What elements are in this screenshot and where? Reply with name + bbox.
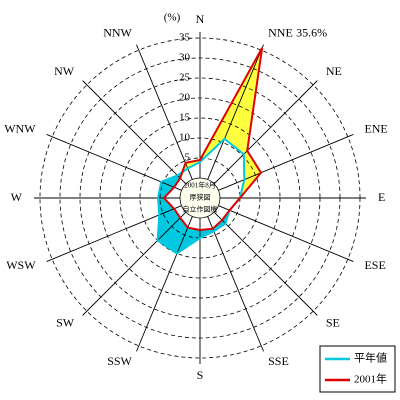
series-line <box>156 137 246 255</box>
y-tick-label: 25 <box>179 72 191 84</box>
unit-label: (%) <box>164 12 181 24</box>
direction-label: NNW <box>103 25 132 39</box>
axis-spoke <box>82 211 187 316</box>
direction-label: W <box>11 190 23 204</box>
series-line <box>162 47 264 232</box>
axis-spoke <box>213 211 318 316</box>
direction-label: SSE <box>268 354 289 368</box>
axis-spoke <box>46 134 182 191</box>
axis-spoke <box>213 80 318 185</box>
legend-box <box>319 345 396 393</box>
center-text: 2001年8月 <box>184 181 216 190</box>
direction-label: WSW <box>6 258 36 272</box>
axis-spoke <box>218 205 354 262</box>
axis-spoke <box>82 80 187 185</box>
direction-label: SW <box>56 316 75 330</box>
axis-spoke <box>218 134 354 191</box>
center-text: 厚狭図 <box>190 193 211 202</box>
direction-label: ENE <box>364 122 387 136</box>
center-text: 自立作図機 <box>183 205 218 214</box>
direction-label: NW <box>54 64 75 78</box>
direction-label: N <box>196 12 205 26</box>
axis-spoke <box>136 44 193 180</box>
direction-label: SE <box>326 316 340 330</box>
direction-label: E <box>378 190 385 204</box>
axis-spoke <box>207 44 264 180</box>
legend-label: 平年値 <box>354 351 387 365</box>
legend-label: 2001年 <box>354 372 387 386</box>
y-tick-label: 10 <box>179 132 191 144</box>
direction-label: NNE <box>268 25 293 39</box>
direction-label: ESE <box>364 258 385 272</box>
value-label: 35.6% <box>296 25 327 39</box>
direction-label: WNW <box>4 122 36 136</box>
y-tick-label: 20 <box>179 92 191 104</box>
center-circle <box>179 177 221 219</box>
direction-label: S <box>197 368 204 382</box>
direction-label: NE <box>326 64 342 78</box>
y-tick-label: 5 <box>185 152 191 164</box>
direction-label: SSW <box>107 354 132 368</box>
y-tick-label: 30 <box>179 52 191 64</box>
axis-spoke <box>207 216 264 352</box>
y-tick-label: 35 <box>179 32 191 44</box>
y-tick-label: 15 <box>179 112 191 124</box>
axis-spoke <box>136 216 193 352</box>
